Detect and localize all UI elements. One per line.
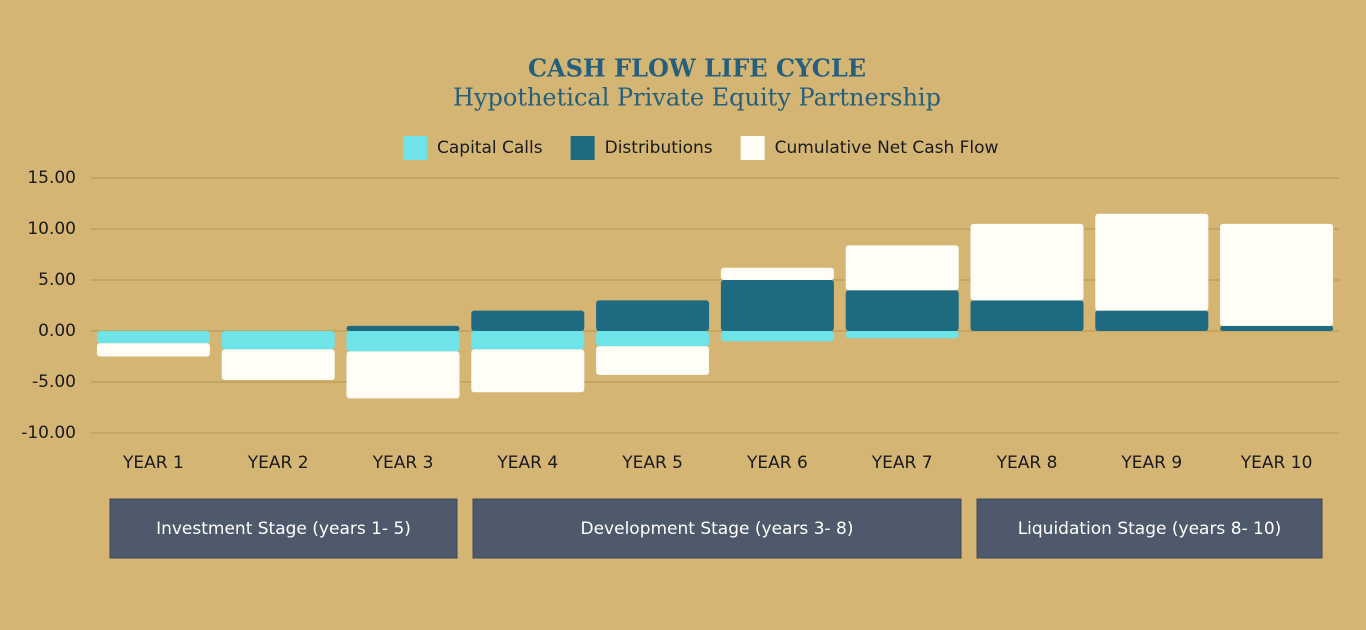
x-tick-label: YEAR 1 xyxy=(122,453,184,473)
chart-subtitle: Hypothetical Private Equity Partnership xyxy=(453,84,941,112)
stage-box xyxy=(976,498,1323,559)
bar-segment xyxy=(471,331,585,350)
bar-segment xyxy=(720,331,834,342)
stage-box xyxy=(109,498,458,559)
x-tick-label: YEAR 10 xyxy=(1240,453,1313,473)
y-tick-label: 5.00 xyxy=(38,270,76,290)
stage-label: Investment Stage (years 1- 5) xyxy=(156,519,411,539)
bar-segment xyxy=(845,245,959,291)
bar-segment xyxy=(221,331,335,350)
bar-segment xyxy=(346,351,460,399)
x-tick-label: YEAR 2 xyxy=(247,453,309,473)
legend-label: Cumulative Net Cash Flow xyxy=(775,138,999,158)
bar-segment xyxy=(346,331,460,352)
bar-segment xyxy=(720,280,834,331)
legend-swatch xyxy=(740,136,765,160)
x-tick-label: YEAR 9 xyxy=(1120,453,1182,473)
legend-swatch xyxy=(570,136,595,160)
stage-label: Development Stage (years 3- 8) xyxy=(581,519,854,539)
bar-segment xyxy=(596,331,710,347)
bar-segment xyxy=(845,331,959,339)
y-tick-label: -5.00 xyxy=(32,372,76,392)
x-tick-label: YEAR 3 xyxy=(372,453,434,473)
bar-segment xyxy=(96,331,210,344)
bar-segment xyxy=(221,349,335,380)
bar-segment xyxy=(471,310,585,331)
bar-segment xyxy=(970,300,1084,331)
x-tick-label: YEAR 8 xyxy=(996,453,1058,473)
bar-segment xyxy=(596,300,710,331)
bar-segment xyxy=(1220,223,1334,326)
x-tick-label: YEAR 5 xyxy=(621,453,683,473)
stage-box xyxy=(472,498,962,559)
chart-title: CASH FLOW LIFE CYCLE xyxy=(528,54,866,83)
x-tick-label: YEAR 6 xyxy=(746,453,808,473)
bar-segment xyxy=(1095,310,1209,331)
legend-swatch xyxy=(403,136,427,160)
y-tick-label: 0.00 xyxy=(38,321,76,341)
bar-segment xyxy=(720,267,834,280)
legend-label: Capital Calls xyxy=(437,138,543,158)
legend-label: Distributions xyxy=(605,138,713,158)
bar-segment xyxy=(471,349,585,393)
bar-segment xyxy=(970,223,1084,301)
bar-segment xyxy=(1095,213,1209,311)
bar-segment xyxy=(845,290,959,331)
bar-segment xyxy=(96,343,210,357)
y-tick-label: -10.00 xyxy=(21,423,76,443)
stage-label: Liquidation Stage (years 8- 10) xyxy=(1018,519,1282,539)
y-tick-label: 10.00 xyxy=(27,219,76,239)
y-tick-label: 15.00 xyxy=(27,168,76,188)
x-tick-label: YEAR 7 xyxy=(871,453,933,473)
bar-segment xyxy=(346,325,460,331)
bar-segment xyxy=(596,346,710,375)
bar-segment xyxy=(1220,325,1334,331)
x-tick-label: YEAR 4 xyxy=(496,453,558,473)
